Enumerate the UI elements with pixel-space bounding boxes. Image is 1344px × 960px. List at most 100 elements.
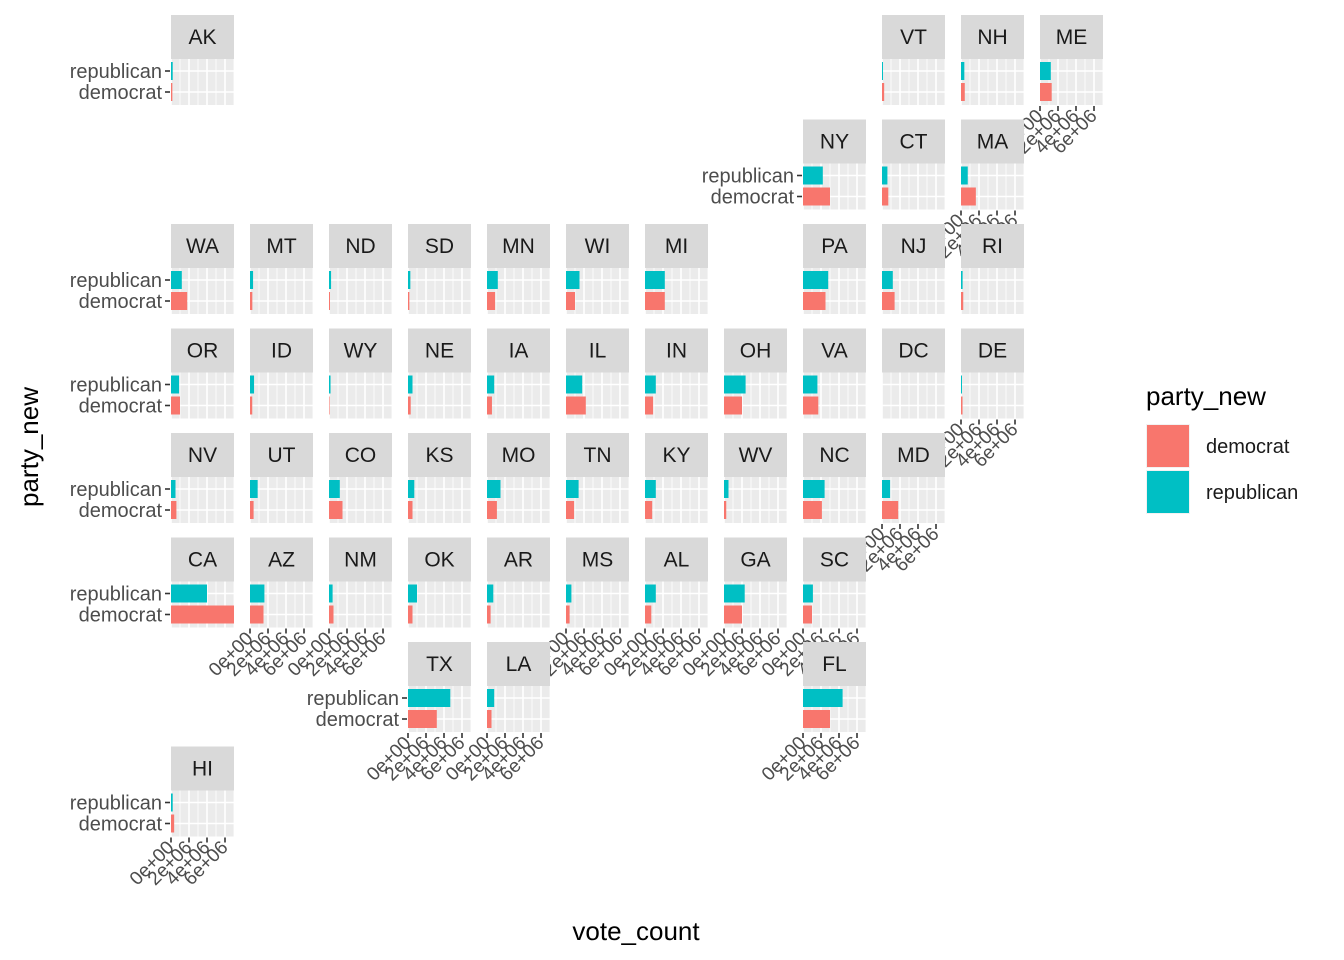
panel-background [250,477,313,523]
bar-democrat [329,605,334,624]
bar-republican [329,584,333,603]
bar-republican [961,271,963,289]
facet-ia: IA [486,328,551,419]
bar-republican [329,480,340,498]
panel-background [487,686,550,732]
bar-democrat [408,396,411,415]
facet-strip [882,433,945,477]
facet-strip [645,433,708,477]
panel-background [882,163,945,210]
y-tick-label: republican [307,688,399,710]
bar-democrat [171,396,180,415]
facet-strip-label: PA [821,235,847,258]
bar-republican [882,166,888,185]
facet-strip-label: AR [504,549,533,572]
legend-label-democrat: democrat [1206,436,1290,458]
facet-mn: MN [486,224,551,314]
facet-strip [882,328,945,373]
panel-background [250,268,313,314]
bar-republican [250,375,255,394]
facet-co: CO [328,433,393,523]
bar-republican [961,166,968,185]
bar-republican [645,480,656,498]
facet-ut: UT [249,433,314,523]
facet-panels: AKrepublicandemocratVTNHME0e+002e+064e+0… [70,15,1104,890]
facet-strip [803,537,866,582]
facet-strip [408,537,471,582]
panel-background [408,581,471,628]
facet-wy: WY [328,328,393,419]
facet-strip [171,224,234,268]
bar-democrat [250,501,254,519]
facet-strip-label: CT [900,131,928,154]
facet-strip [487,328,550,373]
panel-background [487,581,550,628]
facet-strip-label: RI [982,235,1003,258]
facet-strip-label: ID [271,340,292,363]
facet-strip-label: MI [665,235,688,258]
bar-democrat [1040,83,1052,101]
facet-strip-label: SD [425,235,454,258]
bar-republican [171,375,180,394]
bar-democrat [724,396,742,415]
panel-background [724,477,787,523]
facet-strip-label: NM [344,549,377,572]
legend: party_new democrat republican [1146,381,1298,514]
y-tick-label: republican [70,584,162,606]
facet-strip-label: MO [502,444,536,467]
bar-republican [171,480,176,498]
bar-democrat [645,396,654,415]
facet-strip [882,119,945,164]
facet-sd: SD [407,224,472,314]
y-tick-label: republican [70,793,162,815]
facet-strip-label: DC [898,340,928,363]
bar-republican [408,480,415,498]
bar-democrat [961,292,964,310]
facet-strip-label: NV [188,444,217,467]
facet-strip-label: MN [502,235,535,258]
panel-background [171,790,234,837]
bar-republican [408,584,417,603]
panel-background [171,59,234,105]
facet-strip-label: ND [345,235,375,258]
facet-nd: ND [328,224,393,314]
bar-democrat [171,292,188,310]
facet-strip [408,642,471,686]
facet-strip [487,433,550,477]
y-tick-label: democrat [79,500,163,522]
facet-strip-label: NY [820,131,849,154]
x-axis-title: vote_count [572,916,700,946]
facet-strip-label: IL [589,340,607,363]
y-tick-label: republican [70,375,162,397]
facet-pa: PA [802,224,867,314]
facet-strip [645,328,708,373]
facet-mo: MO [486,433,551,523]
bar-republican [1040,62,1051,80]
facet-strip-label: VA [821,340,847,363]
bar-democrat [882,292,895,310]
facet-nh: NH [960,15,1025,105]
legend-title: party_new [1146,381,1266,411]
facet-strip-label: FL [822,653,847,676]
bar-democrat [961,187,976,206]
bar-republican [171,62,173,80]
bar-democrat [329,292,330,310]
facet-strip [803,119,866,164]
panel-background [882,59,945,105]
bar-democrat [171,501,177,519]
facet-strip-label: ME [1056,26,1088,49]
bar-republican [803,375,818,394]
facet-strip-label: SC [820,549,849,572]
facet-strip-label: OH [740,340,772,363]
facet-strip-label: IA [509,340,529,363]
facet-wv: WV [723,433,788,523]
bar-republican [566,480,579,498]
facet-vt: VT [881,15,946,105]
panel-background [566,581,629,628]
bar-republican [566,584,572,603]
